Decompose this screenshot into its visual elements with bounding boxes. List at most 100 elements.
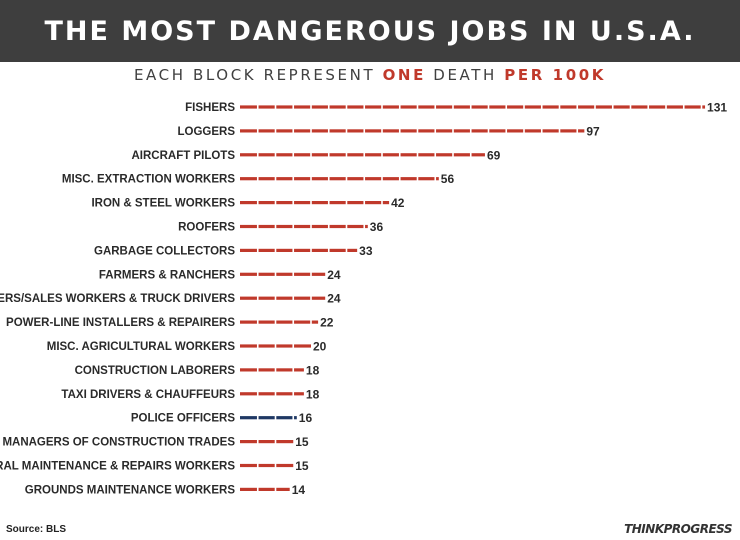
bar-separator: [274, 439, 277, 444]
bar-separator: [416, 176, 419, 181]
bar-fill: [240, 272, 326, 276]
subtitle-part-3: DEATH: [425, 66, 505, 84]
bar-separator: [398, 152, 401, 157]
bar-separator: [469, 152, 472, 157]
bar-separator: [487, 104, 490, 110]
bar-separator: [274, 320, 277, 325]
bar-separator: [363, 152, 366, 157]
bar-separator: [682, 104, 685, 110]
value-label: 36: [370, 220, 384, 234]
bar-separator: [274, 343, 277, 349]
bar-separator: [523, 128, 525, 133]
category-label: DRIVERS/SALES WORKERS & TRUCK DRIVERS: [0, 293, 235, 305]
bar-separator: [434, 128, 437, 133]
bar-fill: [240, 296, 326, 300]
bar: [240, 296, 326, 301]
bar-separator: [292, 272, 295, 277]
bar-separator: [292, 415, 295, 420]
bar-separator: [398, 104, 401, 110]
bar-separator: [327, 248, 330, 253]
bar-fill: [240, 105, 706, 109]
bar: [240, 439, 294, 444]
bar-separator: [256, 104, 259, 110]
bar-separator: [647, 104, 650, 110]
category-label: AIRCRAFT PILOTS: [132, 150, 236, 162]
bar-separator: [256, 415, 259, 420]
bar-separator: [629, 104, 632, 110]
bar: [240, 272, 326, 277]
bar-fill: [240, 201, 390, 205]
bar-separator: [274, 248, 277, 253]
bar-separator: [256, 367, 259, 372]
chart-title: THE MOST DANGEROUS JOBS IN U.S.A.: [44, 15, 696, 47]
bar-separator: [292, 320, 295, 325]
bar-separator: [310, 104, 312, 110]
bar-separator: [576, 104, 579, 110]
brand-logo: THINKPROGRESS: [624, 522, 732, 536]
subtitle-part-1: EACH BLOCK REPRESENT: [133, 66, 383, 84]
bar-separator: [576, 128, 579, 133]
bar-separator: [256, 248, 259, 253]
category-label: MISC. AGRICULTURAL WORKERS: [47, 341, 236, 353]
category-label: FARMERS & RANCHERS: [99, 269, 235, 281]
value-label: 15: [295, 435, 309, 449]
bar-separator: [274, 200, 277, 205]
bar-separator: [345, 224, 348, 229]
bar: [240, 224, 368, 229]
bar-separator: [434, 104, 437, 110]
bar-separator: [327, 176, 330, 181]
bar-separator: [256, 296, 259, 301]
bar: [240, 391, 304, 396]
bar-separator: [469, 104, 472, 110]
category-label: LOGGERS: [177, 126, 235, 138]
category-label: MISC. EXTRACTION WORKERS: [62, 174, 235, 186]
bar-separator: [292, 176, 295, 181]
bar-separator: [292, 248, 295, 253]
value-label: 97: [586, 124, 600, 138]
category-label: GENERAL MAINTENANCE & REPAIRS WORKERS: [0, 461, 235, 473]
bar-fill: [240, 320, 319, 324]
bar-separator: [700, 104, 703, 110]
value-label: 20: [313, 340, 327, 354]
subtitle-accent-per-100k: PER 100K: [504, 66, 606, 84]
category-label: TAXI DRIVERS & CHAUFFEURS: [61, 389, 235, 401]
bar-separator: [256, 487, 259, 492]
bar-fill: [240, 440, 294, 444]
bar-separator: [292, 200, 295, 205]
bar-separator: [416, 104, 419, 110]
bar-separator: [256, 200, 259, 205]
bar: [240, 128, 585, 133]
bar-separator: [310, 176, 312, 181]
value-label: 56: [441, 172, 455, 186]
bar-chart: FISHERS 131 LOGGERS 97 AIRCRAFT PILOTS 69 MISC…: [0, 101, 727, 497]
bar-separator: [363, 104, 366, 110]
bar-fill: [240, 463, 294, 468]
bar-fill: [240, 177, 439, 181]
bar-separator: [487, 128, 490, 133]
bar: [240, 248, 358, 253]
bar-separator: [363, 176, 366, 181]
category-label: POWER-LINE INSTALLERS & REPAIRERS: [6, 317, 235, 329]
bar-separator: [611, 104, 614, 110]
value-label: 24: [327, 292, 341, 306]
bar-separator: [274, 463, 277, 468]
bar-separator: [292, 367, 295, 372]
category-label: IRON & STEEL WORKERS: [91, 198, 235, 210]
bar-fill: [240, 392, 304, 396]
bar: [240, 487, 290, 492]
value-label: 69: [487, 148, 501, 162]
bar-separator: [469, 128, 472, 133]
category-label: ROOFERS: [178, 222, 235, 234]
bar-separator: [363, 128, 366, 133]
bar-separator: [274, 152, 277, 157]
bar-separator: [310, 224, 312, 229]
bar-separator: [274, 128, 277, 133]
bar-separator: [345, 128, 348, 133]
bar-separator: [292, 296, 295, 301]
bar-separator: [256, 391, 259, 396]
bar-separator: [381, 152, 383, 157]
bar-separator: [256, 128, 259, 133]
bar-separator: [434, 176, 437, 181]
bar-separator: [363, 224, 366, 229]
bar-fill: [240, 224, 368, 229]
